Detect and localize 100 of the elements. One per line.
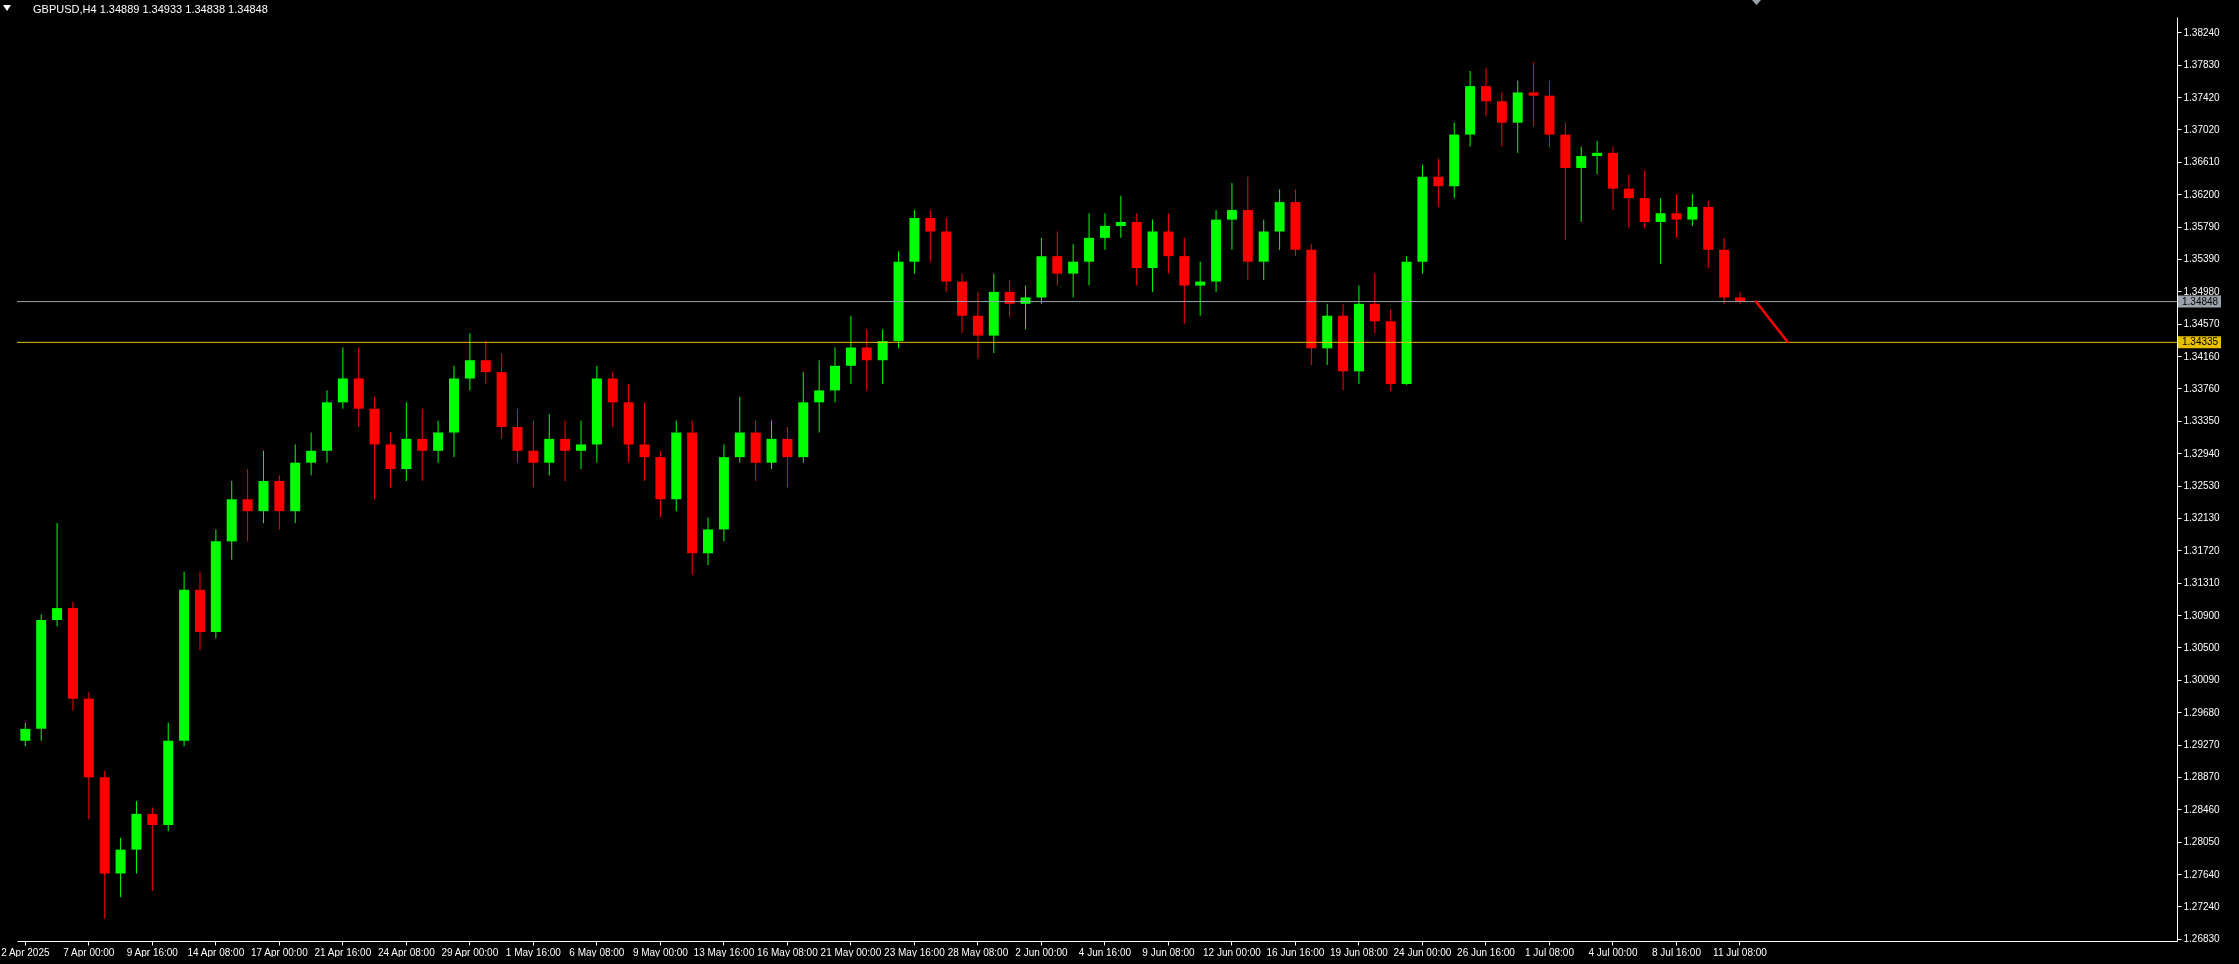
x-tick-label: 16 Jun 16:00: [1266, 946, 1325, 958]
candlestick: [306, 432, 317, 476]
x-tick-label: 13 May 16:00: [693, 946, 755, 958]
x-tick-label: 9 Jun 08:00: [1142, 946, 1196, 958]
y-tick-label: 1.30900: [2183, 609, 2221, 621]
candlestick: [544, 413, 555, 476]
y-tick-label: 1.37020: [2183, 123, 2221, 135]
candlestick: [115, 837, 126, 898]
y-tick-label: 1.36200: [2183, 188, 2221, 200]
y-tick-label: 1.28870: [2183, 771, 2221, 783]
candlestick: [1655, 197, 1666, 265]
candlestick: [1480, 67, 1491, 117]
y-tick-label: 1.32940: [2183, 447, 2221, 459]
x-tick-label: 2 Jun 00:00: [1015, 946, 1068, 958]
x-tick-label: 4 Jul 00:00: [1588, 946, 1638, 958]
x-tick-label: 21 May 00:00: [820, 946, 882, 958]
candlestick: [607, 371, 618, 428]
candlestick: [1433, 157, 1444, 208]
candlestick: [480, 340, 491, 385]
candlestick: [20, 722, 31, 747]
candlestick: [1226, 182, 1237, 251]
candlestick: [972, 291, 983, 360]
x-tick-label: 1 Jul 08:00: [1525, 946, 1575, 958]
y-tick-label: 1.34570: [2183, 318, 2221, 330]
y-tick-label: 1.28050: [2183, 836, 2221, 848]
candlestick: [337, 347, 348, 410]
candlestick: [433, 420, 444, 464]
x-tick-label: 28 May 08:00: [947, 946, 1009, 958]
candlestick: [925, 209, 936, 263]
x-tick-label: 29 Apr 00:00: [441, 946, 499, 958]
y-tick-label: 1.26830: [2183, 933, 2221, 945]
candlestick: [1020, 285, 1031, 330]
candlestick: [1369, 273, 1380, 334]
y-tick-label: 1.27240: [2183, 900, 2221, 912]
y-tick-label: 1.29270: [2183, 739, 2221, 751]
x-tick-label: 16 May 08:00: [757, 946, 819, 958]
candlestick: [417, 408, 428, 482]
x-tick-label: 26 Jun 16:00: [1457, 946, 1516, 958]
candlestick: [1115, 195, 1126, 239]
candlestick: [1195, 261, 1206, 317]
candlestick: [877, 328, 888, 385]
x-tick-label: 7 Apr 00:00: [63, 946, 115, 958]
x-tick-label: 24 Apr 08:00: [378, 946, 436, 958]
y-tick-label: 1.31720: [2183, 544, 2221, 556]
y-tick-label: 1.29680: [2183, 706, 2221, 718]
candlestick: [782, 426, 793, 488]
candlestick: [1623, 173, 1634, 229]
candlestick: [147, 807, 158, 892]
y-tick-label: 1.32530: [2183, 480, 2221, 492]
candlestick: [766, 420, 777, 470]
candlestick: [512, 408, 523, 464]
candlestick: [1004, 279, 1015, 318]
y-tick-label: 1.36610: [2183, 156, 2221, 168]
y-tick-label: 1.31310: [2183, 577, 2221, 589]
candlestick: [576, 420, 587, 470]
x-tick-label: 14 Apr 08:00: [187, 946, 245, 958]
candlestick: [1068, 243, 1079, 298]
candlestick: [861, 328, 872, 391]
y-tick-label: 1.35790: [2183, 221, 2221, 233]
chart-title: GBPUSD,H4 1.34889 1.34933 1.34838 1.34848: [33, 3, 268, 15]
candlestick: [1052, 231, 1063, 287]
candlestick: [1099, 212, 1110, 251]
ref-line-label: 1.34848: [2182, 295, 2219, 307]
y-tick-label: 1.37420: [2183, 91, 2221, 103]
x-tick-label: 4 Jun 16:00: [1078, 946, 1132, 958]
x-tick-label: 6 May 08:00: [569, 946, 625, 958]
candlestick: [1671, 193, 1682, 239]
candlestick: [464, 332, 475, 391]
x-tick-label: 19 Jun 08:00: [1330, 946, 1389, 958]
y-tick-label: 1.35390: [2183, 253, 2221, 265]
candlestick: [1084, 212, 1095, 287]
candlestick: [1687, 193, 1698, 227]
candlestick: [703, 517, 714, 566]
y-tick-label: 1.34160: [2183, 350, 2221, 362]
candlestick: [1592, 140, 1603, 175]
candlestick: [845, 315, 856, 385]
y-tick-label: 1.28460: [2183, 803, 2221, 815]
x-tick-label: 2 Apr 2025: [1, 946, 50, 958]
y-tick-label: 1.30500: [2183, 641, 2221, 653]
y-tick-label: 1.37830: [2183, 59, 2221, 71]
x-tick-label: 11 Jul 08:00: [1713, 946, 1768, 958]
candlestick: [1735, 291, 1745, 305]
x-tick-label: 8 Jul 16:00: [1652, 946, 1702, 958]
y-tick-label: 1.30090: [2183, 674, 2221, 686]
x-tick-label: 23 May 16:00: [884, 946, 946, 958]
y-tick-label: 1.33350: [2183, 415, 2221, 427]
x-tick-label: 17 Apr 00:00: [251, 946, 309, 958]
y-tick-label: 1.27640: [2183, 868, 2221, 880]
y-tick-label: 1.34980: [2183, 285, 2221, 297]
candlestick: [639, 401, 650, 482]
candlestick: [814, 359, 825, 434]
candlestick: [560, 420, 571, 482]
x-tick-label: 1 May 16:00: [505, 946, 562, 958]
x-tick-label: 9 Apr 16:00: [126, 946, 179, 958]
x-tick-label: 9 May 00:00: [632, 946, 689, 958]
candlestick: [242, 468, 253, 542]
candlestick: [1496, 91, 1507, 147]
x-tick-label: 24 Jun 00:00: [1393, 946, 1452, 958]
candlestick: [1639, 169, 1650, 229]
ref-line-label: 1.34335: [2182, 336, 2219, 348]
